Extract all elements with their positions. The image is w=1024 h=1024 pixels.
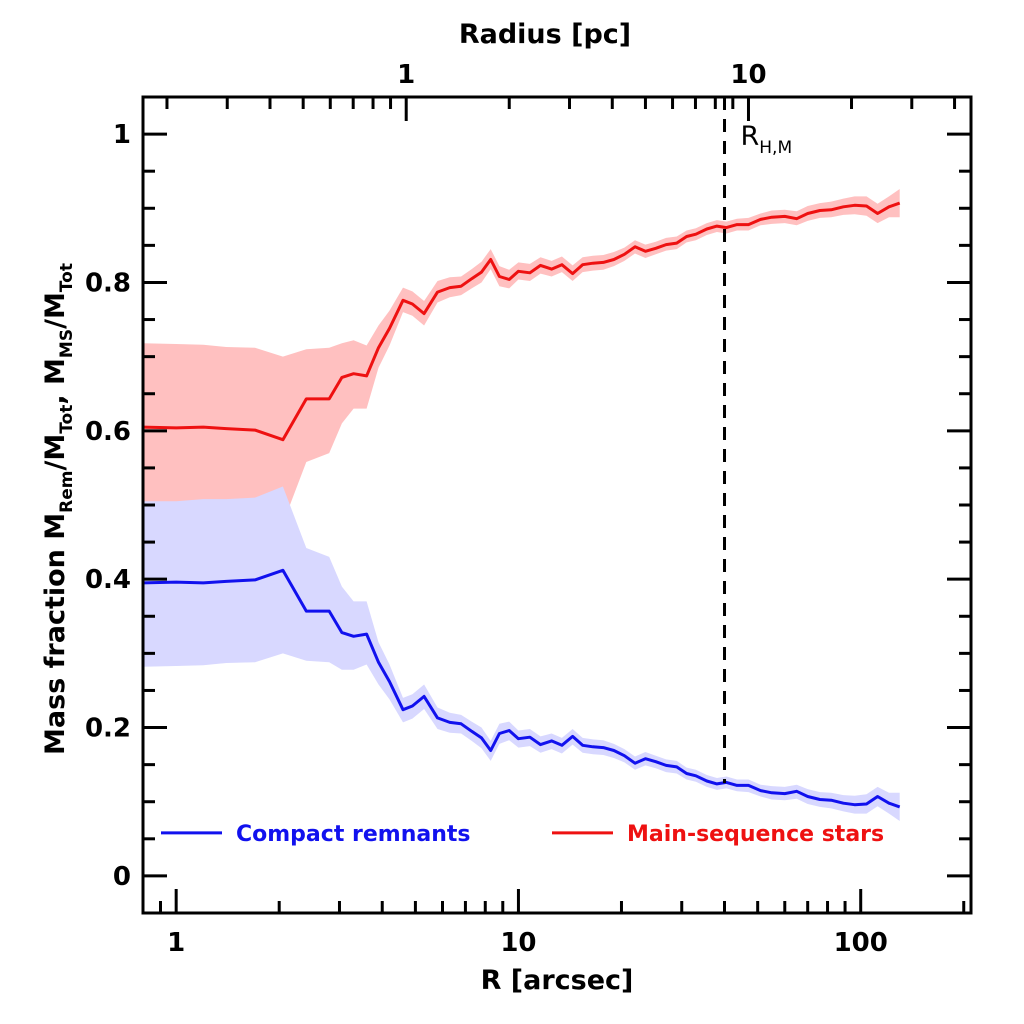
half-mass-radius-label-main: R xyxy=(741,121,760,152)
band-compact-remnants xyxy=(143,486,900,821)
y-tick-label: 0.6 xyxy=(85,417,131,447)
series-line-main-sequence-stars xyxy=(142,201,901,442)
x-tick-label: 1 xyxy=(167,928,185,958)
confidence-bands xyxy=(143,189,900,821)
y-axis-title-separator: , M xyxy=(40,358,71,405)
band-main-sequence-stars xyxy=(143,189,900,524)
legend: Compact remnants Main-sequence stars xyxy=(161,822,884,847)
top-tick-label: 10 xyxy=(730,60,766,90)
y-tick-label: 0.8 xyxy=(85,268,131,298)
legend-label-main-sequence-stars: Main-sequence stars xyxy=(627,822,884,847)
half-mass-radius-label: RH,M xyxy=(741,121,793,158)
legend-label-compact-remnants: Compact remnants xyxy=(236,822,470,847)
series-lines xyxy=(142,201,901,809)
y-axis-title-prefix: Mass fraction M xyxy=(40,513,71,755)
y-axis-title-ratio-2: /M xyxy=(40,292,71,329)
half-mass-radius-marker: RH,M xyxy=(723,97,793,784)
y-tick-label: 0.2 xyxy=(85,714,131,744)
x-tick-label: 100 xyxy=(834,928,888,958)
y-tick-label: 0 xyxy=(113,862,131,892)
top-tick-label: 1 xyxy=(397,60,415,90)
x-tick-label: 10 xyxy=(500,928,536,958)
axis-ticks xyxy=(141,97,971,913)
top-axis-title: Radius [pc] xyxy=(459,19,631,50)
y-axis-title-sub-tot-1: Tot xyxy=(57,405,77,434)
y-axis-title-sub-ms: MS xyxy=(57,329,77,358)
y-axis-title: Mass fraction MRem/MTot, MMS/MTot xyxy=(40,263,77,755)
half-mass-radius-label-sub: H,M xyxy=(759,138,792,158)
y-tick-label: 1 xyxy=(113,120,131,150)
y-axis-title-ratio-1: /M xyxy=(40,434,71,471)
y-axis-title-sub-tot-2: Tot xyxy=(57,263,77,292)
x-axis-title: R [arcsec] xyxy=(481,965,634,996)
series-line-compact-remnants xyxy=(142,568,901,809)
y-axis-title-sub-rem: Rem xyxy=(57,471,77,513)
y-tick-label: 0.4 xyxy=(85,565,131,595)
